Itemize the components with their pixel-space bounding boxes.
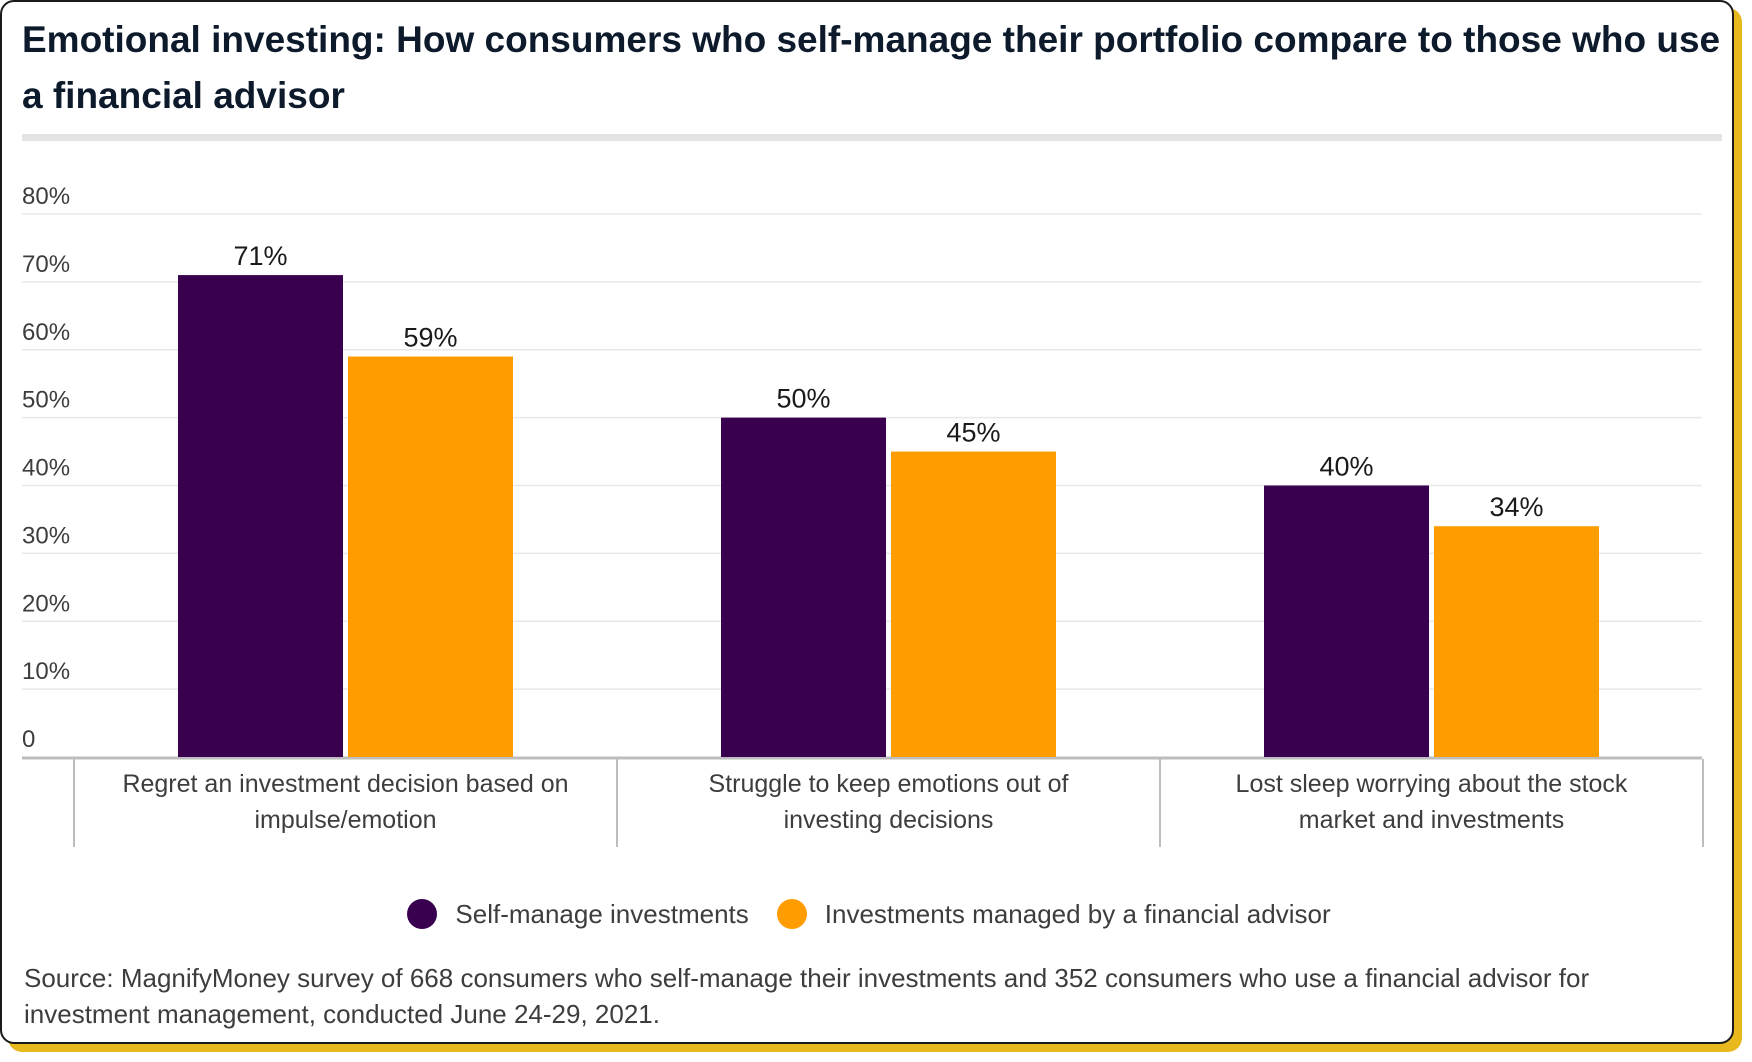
x-category-label: Lost sleep worrying about the stock marke…	[1236, 770, 1628, 834]
bar-self-manage	[721, 417, 886, 757]
y-tick-label: 40%	[22, 455, 70, 482]
chart-title: Emotional investing: How consumers who s…	[22, 19, 1721, 116]
data-label: 45%	[946, 418, 1000, 448]
data-label: 34%	[1489, 492, 1543, 522]
y-tick-label: 70%	[22, 251, 70, 278]
data-label: 59%	[403, 323, 457, 353]
legend: Self-manage investments Investments mana…	[2, 892, 1732, 936]
x-category-label: Struggle to keep emotions out of investin…	[709, 770, 1069, 834]
legend-item-self-manage: Self-manage investments	[407, 898, 749, 930]
bar-advisor	[1434, 526, 1599, 757]
bar-self-manage	[1264, 485, 1429, 757]
y-tick-label: 30%	[22, 522, 70, 549]
title-divider	[22, 134, 1722, 141]
legend-swatch-advisor	[776, 899, 807, 929]
data-label: 71%	[233, 241, 287, 271]
source-note: Source: MagnifyMoney survey of 668 consu…	[24, 963, 1590, 1029]
legend-item-advisor: Investments managed by a financial advis…	[776, 898, 1331, 930]
legend-swatch-self-manage	[407, 899, 438, 929]
y-tick-label: 0	[22, 726, 35, 753]
legend-label-self-manage: Self-manage investments	[455, 898, 749, 929]
bar-chart: 0 10% 20% 30% 40% 50% 60% 70% 80% 71% 59% Regret an…	[22, 183, 1704, 847]
x-category-label: Regret an investment decision based on im…	[122, 770, 568, 834]
bar-advisor	[348, 356, 513, 757]
data-label: 40%	[1319, 452, 1373, 482]
legend-label-advisor: Investments managed by a financial advis…	[824, 898, 1331, 929]
data-label: 50%	[776, 384, 830, 414]
y-tick-label: 50%	[22, 387, 70, 414]
y-tick-label: 20%	[22, 590, 70, 617]
bar-self-manage	[178, 275, 343, 757]
y-tick-label: 80%	[22, 183, 70, 210]
bar-advisor	[891, 451, 1056, 757]
y-tick-label: 60%	[22, 319, 70, 346]
chart-card: Emotional investing: How consumers who s…	[0, 0, 1734, 1044]
y-tick-label: 10%	[22, 658, 70, 685]
